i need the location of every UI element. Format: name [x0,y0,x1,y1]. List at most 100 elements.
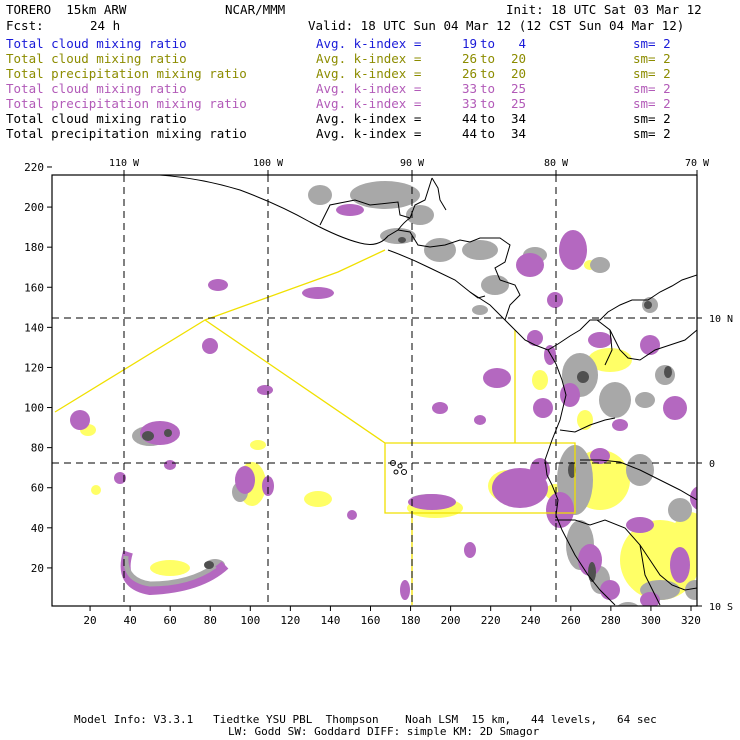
legend-smoothing: sm= 2 [633,126,671,141]
x-tick-label: 260 [561,614,581,627]
legend-from: 26 [461,66,477,81]
init-time: Init: 18 UTC Sat 03 Mar 12 [506,2,702,17]
y-tick-label: 60 [31,482,44,495]
legend-row: Total cloud mixing ratio Avg. k-index = 26… [6,51,706,66]
legend-to-word: to [480,126,496,141]
lon-label: 80 W [544,158,569,169]
legend-row: Total precipitation mixing ratio Avg. k-i… [6,126,706,141]
legend-to: 25 [510,81,526,96]
graticule [52,175,697,606]
field-layer [54,175,697,606]
legend-to-word: to [480,36,496,51]
legend-variable: Total precipitation mixing ratio [6,96,247,111]
legend-smoothing: sm= 2 [633,111,671,126]
legend-to-word: to [480,51,496,66]
x-tick-label: 20 [83,614,96,627]
legend-to-word: to [480,111,496,126]
x-tick-label: 180 [401,614,421,627]
legend-to: 34 [510,126,526,141]
y-tick-label: 180 [24,241,44,254]
longitude-axis: 110 W 100 W 90 W 80 W 70 W [109,158,710,175]
legend-to: 20 [510,66,526,81]
lat-label: 10 N [709,314,733,325]
legend-variable: Total cloud mixing ratio [6,81,187,96]
legend-from: 44 [461,111,477,126]
legend-index-label: Avg. k-index = [316,81,422,96]
y-tick-label: 100 [24,402,44,415]
model-info: Model Info: V3.3.1 Tiedtke YSU PBL Thomp… [74,713,657,726]
x-tick-label: 60 [164,614,177,627]
physics-info: LW: Godd SW: Goddard DIFF: simple KM: 2D… [228,725,540,738]
legend-variable: Total cloud mixing ratio [6,36,187,51]
y-tick-label: 120 [24,361,44,374]
legend-smoothing: sm= 2 [633,51,671,66]
model-title: TORERO 15km ARW [6,2,127,17]
legend-from: 26 [461,51,477,66]
legend-index-label: Avg. k-index = [316,96,422,111]
legend-smoothing: sm= 2 [633,96,671,111]
y-tick-label: 40 [31,522,44,535]
legend-variable: Total precipitation mixing ratio [6,66,247,81]
x-axis: 20 40 60 80 100 120 140 160 180 200 220 240 260 280 30… [83,606,701,627]
y-tick-label: 160 [24,281,44,294]
lat-label: 0 [709,459,715,470]
lon-label: 110 W [109,158,140,169]
legend-index-label: Avg. k-index = [316,51,422,66]
x-tick-label: 320 [681,614,701,627]
southern-arc-cells [120,550,229,596]
x-tick-label: 220 [481,614,501,627]
legend-index-label: Avg. k-index = [316,126,422,141]
gray-contours [132,181,697,606]
coastlines [159,175,697,606]
x-tick-label: 140 [320,614,340,627]
x-tick-label: 200 [441,614,461,627]
legend-from: 44 [461,126,477,141]
y-axis: 220 200 180 160 140 120 100 80 60 40 20 [24,161,52,575]
legend-row: Total cloud mixing ratio Avg. k-index = 33… [6,81,706,96]
map-frame [51,174,698,607]
dark-cores [142,237,672,582]
valid-time: Valid: 18 UTC Sun 04 Mar 12 (12 CST Sun … [308,18,685,33]
legend-row: Total precipitation mixing ratio Avg. k-i… [6,66,706,81]
legend-from: 19 [461,36,477,51]
y-tick-label: 220 [24,161,44,174]
legend-to-word: to [480,96,496,111]
x-tick-label: 80 [204,614,217,627]
legend-to: 34 [510,111,526,126]
agency-label: NCAR/MMM [225,2,286,17]
y-tick-label: 80 [31,442,44,455]
forecast-label: Fcst: [6,18,44,33]
y-tick-label: 20 [31,562,44,575]
lon-label: 70 W [685,158,710,169]
legend-index-label: Avg. k-index = [316,111,422,126]
legend-row: Total cloud mixing ratio Avg. k-index = 44… [6,111,706,126]
x-tick-label: 120 [280,614,300,627]
x-tick-label: 240 [521,614,541,627]
lon-label: 100 W [253,158,284,169]
legend-row: Total cloud mixing ratio Avg. k-index = 19… [6,36,706,51]
region-lines [54,249,576,605]
x-tick-label: 100 [240,614,260,627]
y-tick-label: 140 [24,321,44,334]
lat-label: 10 S [709,602,733,613]
legend-from: 33 [461,81,477,96]
legend-to-word: to [480,66,496,81]
legend-smoothing: sm= 2 [633,66,671,81]
legend-index-label: Avg. k-index = [316,36,422,51]
legend-to: 20 [510,51,526,66]
x-tick-label: 300 [641,614,661,627]
latitude-axis: 10 N 0 10 S [697,314,733,613]
legend-to: 4 [518,36,526,51]
legend-smoothing: sm= 2 [633,36,671,51]
forecast-hours: 24 h [90,18,121,33]
x-tick-label: 160 [361,614,381,627]
legend-row: Total precipitation mixing ratio Avg. k-i… [6,96,706,111]
legend-to: 25 [510,96,526,111]
x-tick-label: 40 [123,614,136,627]
legend-variable: Total precipitation mixing ratio [6,126,247,141]
legend-index-label: Avg. k-index = [316,66,422,81]
legend-smoothing: sm= 2 [633,81,671,96]
x-tick-label: 280 [601,614,621,627]
legend-to-word: to [480,81,496,96]
lon-label: 90 W [400,158,425,169]
